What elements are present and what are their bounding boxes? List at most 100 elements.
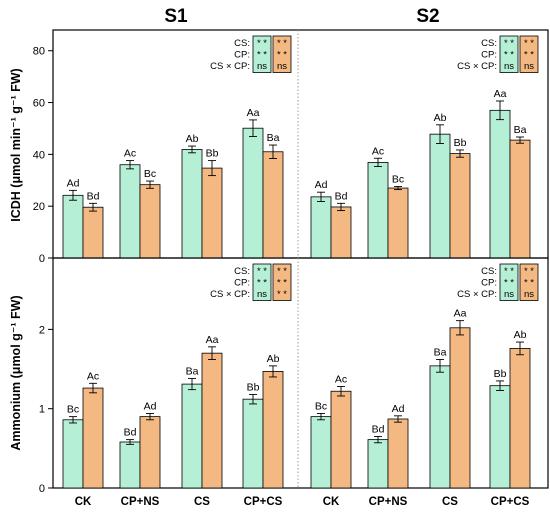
bar-cs-s1 <box>429 365 451 489</box>
significance-letter: Bc <box>67 404 79 416</box>
significance-letter: Bd <box>87 190 100 202</box>
significance-letter: Bb <box>206 148 219 160</box>
sig-value: * * <box>504 38 514 49</box>
sig-box-series-1 <box>499 263 519 301</box>
significance-letter: Bb <box>494 368 507 380</box>
sig-value: * * <box>257 278 267 289</box>
significance-letter: Aa <box>494 88 507 100</box>
significance-letter: Aa <box>454 308 467 320</box>
sig-row-label: CS: <box>234 266 250 277</box>
sig-value: * * <box>524 266 534 277</box>
sig-value: * * <box>277 278 287 289</box>
sig-value: ns <box>524 61 534 72</box>
x-tick-label: CS <box>442 496 458 508</box>
x-tick-label: CS <box>194 496 210 508</box>
significance-letter: Ad <box>144 400 157 412</box>
significance-letter: Bd <box>335 190 348 202</box>
bar-ck-s1 <box>310 416 332 489</box>
significance-letter: Bd <box>124 427 137 439</box>
y-tick-label: 40 <box>33 149 45 161</box>
bar-cpcs-s1 <box>242 398 264 489</box>
bar-cpcs-s1 <box>242 127 264 259</box>
y-tick-label: 2 <box>39 324 45 336</box>
sig-value: ns <box>257 61 267 72</box>
bar-ck-s2 <box>330 206 352 259</box>
bar-ck-s1 <box>62 194 84 259</box>
sig-box-series-1 <box>252 35 272 73</box>
significance-letter: Ba <box>186 366 199 378</box>
significance-letter: Bc <box>144 168 156 180</box>
x-tick-label: CP+CS <box>491 496 530 508</box>
bar-cpcs-s2 <box>262 151 284 259</box>
bar-cpns-s1 <box>367 161 389 259</box>
sig-value: * * <box>524 38 534 49</box>
significance-letter: Ab <box>186 133 199 145</box>
y-tick-label: 1 <box>39 404 45 416</box>
sig-value: * * <box>504 278 514 289</box>
significance-letter: Ad <box>392 403 405 415</box>
bar-cpcs-s1 <box>489 385 511 489</box>
bar-cpns-s2 <box>139 184 161 259</box>
significance-letter: Ac <box>87 370 99 382</box>
significance-letter: Ba <box>514 124 527 136</box>
bar-cs-s2 <box>201 167 223 259</box>
sig-row-label: CP: <box>234 278 250 289</box>
bar-cs-s2 <box>449 153 471 259</box>
x-tick-label: CK <box>323 496 340 508</box>
significance-letter: Bb <box>247 381 260 393</box>
significance-letter: Bb <box>454 137 467 149</box>
y-axis-title-icdh: ICDH (μmol min⁻¹ g⁻¹ FW) <box>9 68 23 221</box>
significance-letter: Ab <box>434 112 447 124</box>
sig-box-series-2 <box>519 263 539 301</box>
significance-letter: Bc <box>392 173 404 185</box>
significance-letter: Ab <box>267 353 280 365</box>
panel-title-s1: S1 <box>164 6 188 27</box>
x-tick-label: CK <box>75 496 92 508</box>
bar-ck-s1 <box>310 196 332 259</box>
significance-letter: Aa <box>206 334 219 346</box>
significance-letter: Ac <box>372 145 384 157</box>
y-tick-label: 80 <box>33 46 45 58</box>
bar-cs-s1 <box>181 149 203 259</box>
y-axis-title-ammonium: Ammonium (μmol g⁻¹ FW) <box>9 295 23 450</box>
sig-box-series-2 <box>272 263 292 301</box>
significance-letter: Ac <box>124 148 136 160</box>
sig-row-label: CP: <box>481 278 497 289</box>
bar-cpns-s2 <box>139 416 161 489</box>
sig-value: ns <box>504 289 514 300</box>
sig-value: ns <box>257 289 267 300</box>
significance-letter: Ba <box>434 347 447 359</box>
y-tick-label: 60 <box>33 98 45 110</box>
plot-frame <box>52 257 549 489</box>
sig-value: * * <box>277 38 287 49</box>
panel-title-s2: S2 <box>416 6 439 27</box>
x-tick-label: CP+CS <box>244 496 283 508</box>
bar-cs-s1 <box>181 383 203 489</box>
significance-letter: Ba <box>267 132 280 144</box>
bar-ck-s2 <box>82 387 104 489</box>
sig-value: ns <box>504 61 514 72</box>
significance-letter: Bd <box>372 423 385 435</box>
significance-letter: Ad <box>315 179 328 191</box>
sig-row-label: CS × CP: <box>457 289 497 300</box>
sig-value: * * <box>524 50 534 61</box>
sig-value: ns <box>277 61 287 72</box>
sig-row-label: CP: <box>481 50 497 61</box>
significance-letter: Bc <box>315 400 327 412</box>
sig-row-label: CP: <box>234 50 250 61</box>
bar-cs-s2 <box>201 352 223 489</box>
bar-cpcs-s2 <box>262 371 284 489</box>
bar-cpns-s1 <box>119 441 141 489</box>
sig-row-label: CS: <box>481 266 497 277</box>
sig-row-label: CS × CP: <box>210 289 250 300</box>
sig-value: * * <box>504 266 514 277</box>
x-tick-label: CP+NS <box>369 496 408 508</box>
sig-value: * * <box>504 50 514 61</box>
x-tick-label: CP+NS <box>121 496 160 508</box>
bar-cpns-s1 <box>367 439 389 489</box>
sig-row-label: CS: <box>481 38 497 49</box>
sig-box-series-1 <box>252 263 272 301</box>
sig-row-label: CS × CP: <box>210 61 250 72</box>
y-tick-label: 0 <box>39 253 45 265</box>
